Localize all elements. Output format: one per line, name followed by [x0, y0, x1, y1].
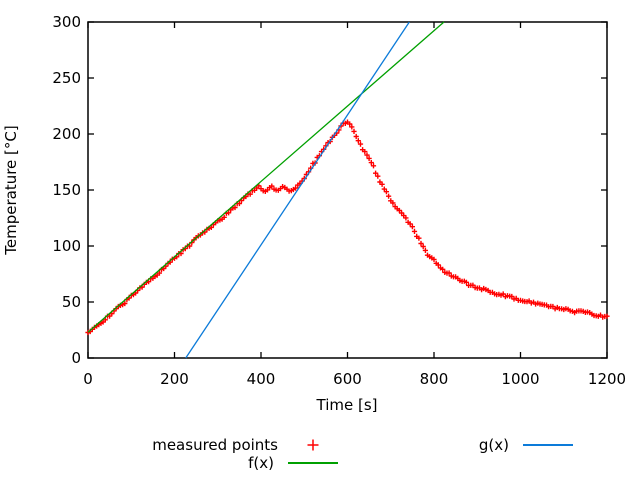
x-tick-label: 200 — [160, 370, 189, 388]
x-tick-label: 600 — [333, 370, 362, 388]
x-tick-label: 1200 — [588, 370, 626, 388]
measured-points-markers — [85, 119, 610, 336]
x-axis-title: Time [s] — [316, 396, 378, 414]
y-tick-label: 250 — [52, 69, 81, 87]
y-tick-label: 150 — [52, 181, 81, 199]
x-tick-label: 800 — [420, 370, 449, 388]
y-axis-title: Temperature [°C] — [2, 125, 20, 255]
g-line — [185, 21, 410, 359]
f-line — [87, 21, 445, 333]
axes: 0 200 400 600 800 1000 1200 0 50 100 150 200 250 300 — [52, 13, 626, 388]
data-series — [85, 21, 610, 359]
y-tick-label: 300 — [52, 13, 81, 31]
y-tick-label: 0 — [71, 349, 81, 367]
y-tick-label: 100 — [52, 237, 81, 255]
y-tick-label: 200 — [52, 125, 81, 143]
plot-border — [87, 21, 608, 359]
x-tick-label: 400 — [247, 370, 276, 388]
x-tick-label: 0 — [83, 370, 93, 388]
y-tick-label: 50 — [62, 293, 81, 311]
x-tick-label: 1000 — [501, 370, 539, 388]
